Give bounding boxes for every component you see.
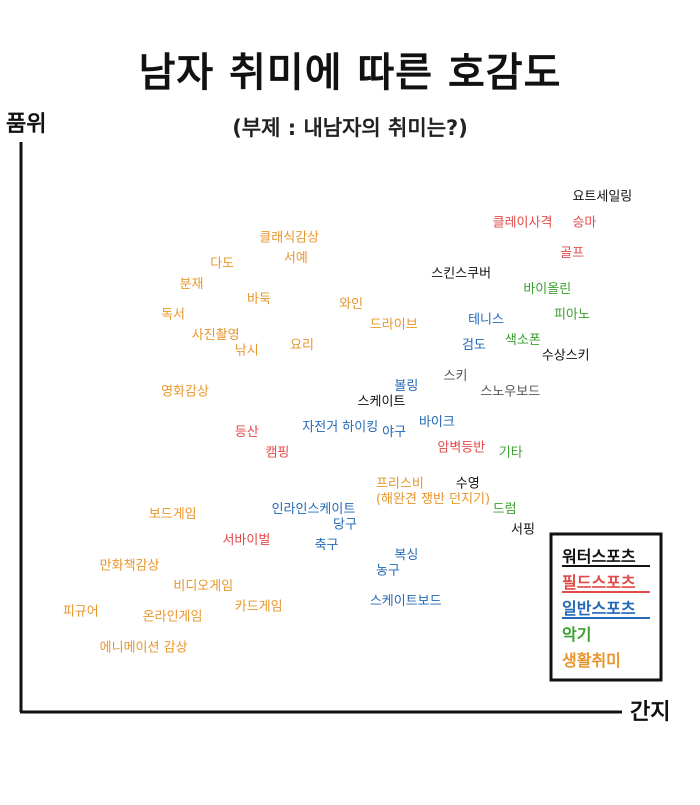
data-point-label: 프리스비 [376, 476, 424, 491]
legend-item-label: 생활취미 [562, 651, 621, 670]
data-point-label: 축구 [315, 538, 339, 553]
data-point-label: 골프 [560, 246, 584, 261]
data-point-label: 에니메이션 감상 [100, 640, 188, 655]
data-point-label: 테니스 [468, 313, 504, 328]
annotation-label: 스노우보드 [480, 384, 540, 399]
data-point-label: 낚시 [235, 343, 259, 358]
data-point-label: 수영 [456, 476, 480, 491]
legend-item-label: 필드스포츠 [562, 573, 636, 592]
data-point-label: 색소폰 [505, 333, 541, 348]
data-point-label: 피규어 [63, 604, 99, 619]
legend-item-label: 악기 [562, 625, 591, 644]
data-point-label: 등산 [235, 425, 259, 440]
data-point-label: 클레이사격 [493, 215, 553, 230]
data-point-label: 보드게임 [149, 507, 197, 522]
data-point-label: 볼링 [394, 379, 418, 394]
data-point-label: 암벽등반 [437, 441, 485, 456]
chart-subtitle: (부제 : 내남자의 취미는?) [232, 116, 468, 140]
data-point-label: 승마 [572, 215, 596, 230]
data-point-label: 비디오게임 [173, 579, 233, 594]
data-point-label: 요트세일링 [572, 190, 632, 205]
x-axis-label: 간지 [630, 700, 670, 725]
data-point-label: 기타 [499, 446, 523, 461]
data-point-label: 검도 [462, 338, 486, 353]
data-point-label: 복싱 [394, 548, 418, 563]
data-point-label: 자전거 하이킹 [302, 420, 378, 435]
legend-item-label: 일반스포츠 [562, 599, 636, 618]
data-point-label: 수상스키 [542, 348, 590, 363]
data-point-label: 독서 [161, 307, 185, 322]
y-axis-label: 품위 [6, 112, 46, 137]
data-point-label: 영화감상 [161, 384, 209, 399]
data-point-label: 스케이트 [358, 395, 406, 410]
data-point-label: 온라인게임 [143, 610, 203, 625]
data-point-label: 바둑 [247, 292, 271, 307]
data-point-label: 드라이브 [370, 318, 418, 333]
chart-title: 남자 취미에 따른 호감도 [138, 50, 562, 96]
data-point-label: 클래식감상 [259, 231, 319, 246]
data-point-label: 바이올린 [523, 282, 571, 297]
data-point-label: 사진촬영 [192, 328, 240, 343]
data-point-label: 캠핑 [265, 446, 289, 461]
data-point-label: 서예 [284, 251, 308, 266]
data-point-label: 야구 [382, 425, 406, 440]
data-point-label: 서바이벌 [222, 533, 270, 548]
data-point-label: 인라인스케이트 [272, 502, 356, 517]
annotation-label: 스키 [444, 369, 468, 384]
data-point-label: 요리 [290, 338, 314, 353]
data-point-label: 카드게임 [235, 599, 283, 614]
data-point-label: 서핑 [511, 523, 535, 538]
data-point-label: 스케이트보드 [370, 594, 442, 609]
annotation-label: (해완견 쟁반 던지기) [376, 492, 490, 507]
data-point-label: 바이크 [419, 415, 455, 430]
legend-item-label: 워터스포츠 [562, 547, 636, 566]
data-point-label: 피아노 [554, 307, 590, 322]
data-point-label: 드럼 [493, 502, 517, 517]
data-point-label: 다도 [210, 256, 234, 271]
data-point-label: 만화책감상 [100, 558, 160, 573]
data-point-label: 농구 [376, 563, 400, 578]
data-point-label: 분재 [180, 277, 204, 292]
data-point-label: 당구 [333, 517, 357, 532]
legend-box [549, 532, 663, 682]
data-point-label: 스킨스쿠버 [431, 267, 491, 282]
data-point-label: 와인 [339, 297, 363, 312]
